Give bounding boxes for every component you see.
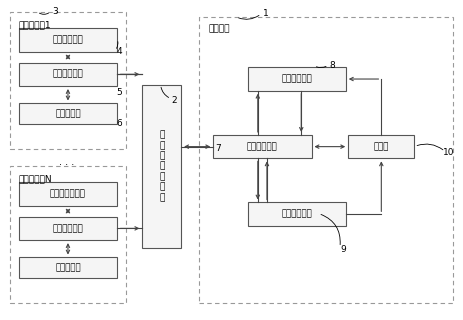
- Bar: [248, 203, 346, 226]
- Text: 10: 10: [443, 148, 455, 156]
- Bar: [19, 217, 117, 240]
- Text: 状态采集器1: 状态采集器1: [19, 20, 51, 29]
- Text: 传感单元组: 传感单元组: [55, 109, 81, 118]
- Text: 高谐波发生单元: 高谐波发生单元: [50, 189, 86, 198]
- Text: 5: 5: [117, 88, 122, 97]
- Text: 数据分析单元: 数据分析单元: [282, 75, 312, 84]
- Bar: [19, 62, 117, 86]
- Text: 状态采集器N: 状态采集器N: [19, 174, 52, 183]
- Bar: [19, 258, 117, 278]
- Text: 数据接收单元: 数据接收单元: [247, 142, 278, 151]
- Text: 9: 9: [341, 245, 346, 254]
- Text: 控制台: 控制台: [374, 142, 389, 151]
- Bar: [248, 67, 346, 91]
- Text: 1: 1: [263, 9, 269, 18]
- Bar: [19, 28, 117, 52]
- Text: 7: 7: [215, 144, 221, 153]
- Bar: [348, 135, 414, 158]
- Bar: [19, 103, 117, 124]
- Text: 3: 3: [52, 7, 58, 16]
- Text: 行波发生单元: 行波发生单元: [53, 35, 83, 44]
- Bar: [142, 84, 181, 248]
- Bar: [200, 17, 453, 303]
- Text: 2: 2: [171, 96, 177, 105]
- Text: 无线通讯模块: 无线通讯模块: [53, 224, 83, 233]
- Bar: [213, 135, 312, 158]
- Text: 物
联
网
汇
聚
节
点: 物 联 网 汇 聚 节 点: [159, 131, 164, 202]
- Text: 6: 6: [117, 119, 122, 128]
- Bar: [19, 182, 117, 205]
- Text: 智能判距模块: 智能判距模块: [282, 210, 312, 219]
- Text: 传感单元组: 传感单元组: [55, 263, 81, 272]
- Bar: [10, 166, 126, 303]
- Text: 监护中心: 监护中心: [209, 25, 230, 34]
- Text: 4: 4: [117, 47, 122, 56]
- Text: 无线通讯模块: 无线通讯模块: [53, 70, 83, 79]
- Text: . . .: . . .: [59, 156, 75, 167]
- Text: 8: 8: [329, 61, 335, 70]
- Bar: [10, 12, 126, 149]
